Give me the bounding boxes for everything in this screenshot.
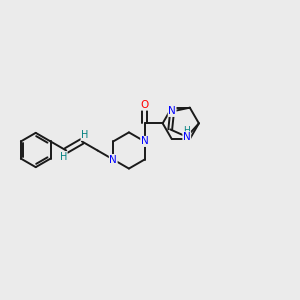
Text: N: N [141, 136, 148, 146]
Text: H: H [81, 130, 88, 140]
Text: N: N [168, 106, 176, 116]
Text: O: O [140, 100, 149, 110]
Text: N: N [183, 132, 190, 142]
Text: H: H [183, 126, 190, 135]
Text: H: H [60, 152, 67, 162]
Text: N: N [110, 154, 117, 164]
